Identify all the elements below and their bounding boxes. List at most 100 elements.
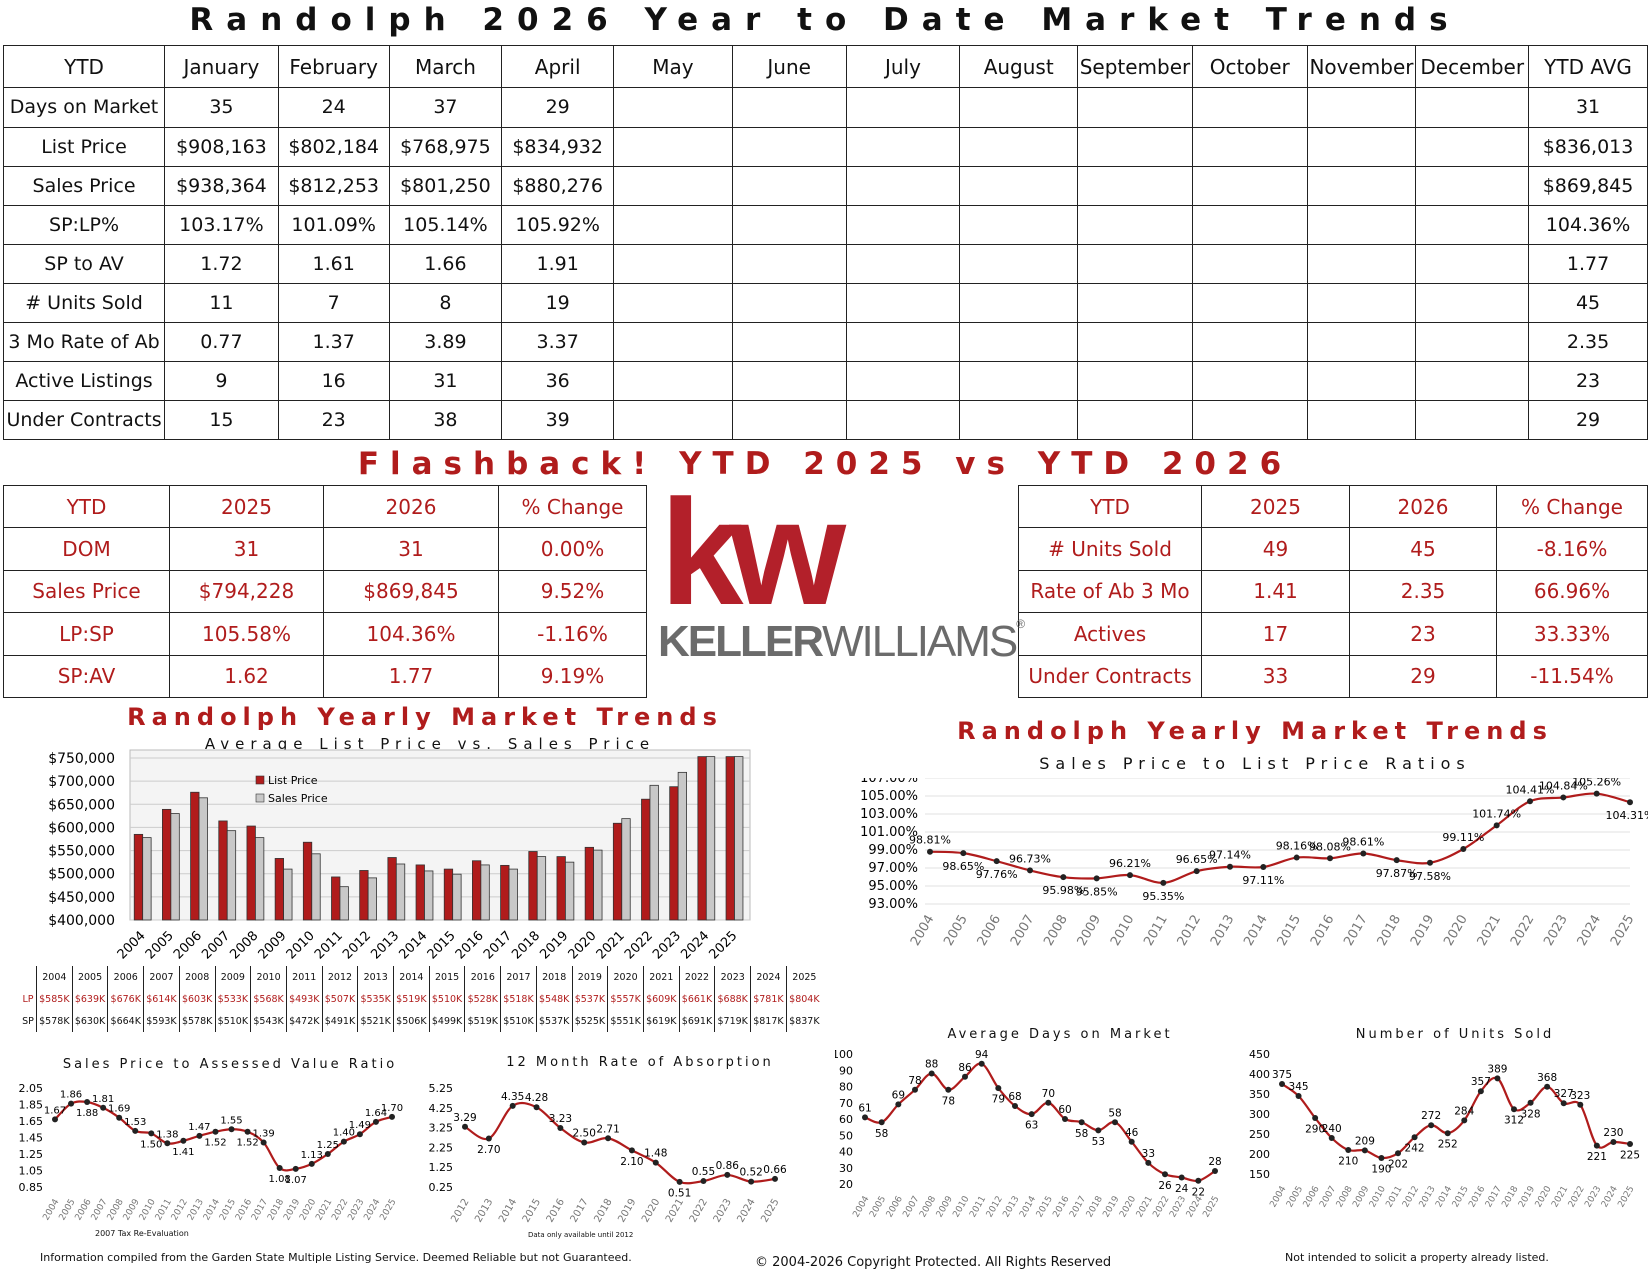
left-section-title: Randolph Yearly Market Trends [127, 703, 723, 731]
yt-sp-value: $578K [36, 1010, 73, 1032]
days-on-market-chart: 2030405060708090100612004582005692006782… [835, 1048, 1222, 1219]
x-tick-label: 2019 [616, 1197, 638, 1225]
ytd-cell [1077, 126, 1193, 167]
bar-list [387, 857, 397, 921]
x-tick-label: 2013 [1208, 913, 1238, 949]
cmp-row: SP:AV 1.62 1.77 9.19% [3, 654, 647, 699]
ytd-cell [959, 399, 1079, 441]
yt-lp-value: $603K [178, 988, 216, 1010]
y-tick-label: 300 [1249, 1108, 1270, 1121]
data-label: 98.61% [1342, 836, 1384, 849]
ytd-cell: 11 [164, 282, 279, 323]
ytd-cell [845, 243, 961, 284]
cmp-header-cell: YTD [3, 484, 170, 529]
data-point [1593, 790, 1600, 797]
data-label: 95.85% [1076, 885, 1118, 898]
data-point [995, 1085, 1002, 1092]
ytd-cell: 9 [164, 360, 279, 401]
data-point [1293, 854, 1300, 861]
y-tick-label: 1.45 [19, 1132, 44, 1145]
ytd-cell [613, 126, 733, 167]
x-tick-label: 2017 [481, 928, 515, 962]
ytd-cell: 7 [277, 282, 390, 323]
data-point [628, 1147, 635, 1154]
data-label: 1.52 [204, 1138, 226, 1149]
x-tick-label: 2014 [1241, 913, 1271, 949]
data-label: 4.35 [501, 1091, 524, 1103]
data-point [772, 1175, 778, 1182]
x-tick-label: 2015 [521, 1197, 543, 1225]
ytd-cell: 38 [388, 399, 503, 441]
ytd-cell [613, 243, 733, 284]
ytd-cell [1077, 282, 1193, 323]
ytd-cell [613, 204, 733, 245]
ytd-cell [959, 243, 1079, 284]
cmp-header-cell: YTD [1018, 484, 1202, 529]
absorption-chart-title: 12 Month Rate of Absorption [506, 1055, 774, 1070]
cmp-row-label: LP:SP [3, 612, 170, 656]
cmp-row-label: Rate of Ab 3 Mo [1018, 569, 1202, 614]
bar-sales [480, 864, 490, 921]
ytd-cell: 31 [1528, 87, 1648, 128]
x-tick-label: 2008 [1041, 913, 1071, 949]
data-label: 1.64 [365, 1108, 387, 1119]
data-point [1477, 1088, 1484, 1095]
bar-list [246, 825, 256, 921]
ytd-cell: $869,845 [1528, 165, 1648, 206]
data-point [1345, 1147, 1352, 1153]
ytd-row-label: SP to AV [2, 243, 166, 284]
data-point [676, 1178, 683, 1185]
y-tick-label: 105.00% [860, 789, 918, 804]
data-point [1279, 1081, 1285, 1087]
data-label: 0.55 [692, 1166, 715, 1178]
x-tick-label: 2007 [1008, 913, 1038, 949]
ytd-cell [1415, 282, 1530, 323]
yt-year: 2023 [714, 966, 751, 988]
data-label: 58 [1075, 1128, 1088, 1140]
ytd-header-cell: August [959, 44, 1079, 89]
ytd-cell [731, 243, 847, 284]
cmp-cell: 33 [1201, 654, 1350, 699]
ytd-cell [1191, 399, 1308, 441]
ytd-cell: $768,975 [388, 126, 503, 167]
kw-registered-mark: ® [1016, 617, 1025, 631]
ytd-cell [1306, 165, 1417, 206]
x-tick-label: 2025 [759, 1197, 781, 1225]
data-label: 368 [1537, 1072, 1557, 1084]
x-tick-label: 2006 [171, 928, 205, 962]
data-label: 2.50 [573, 1127, 596, 1139]
data-label: 98.81% [909, 834, 951, 847]
x-tick-label: 2017 [569, 1197, 591, 1225]
ytd-cell: 2.35 [1528, 321, 1648, 362]
data-label: 4.28 [525, 1092, 548, 1104]
ytd-cell [845, 87, 961, 128]
data-label: 97.87% [1376, 867, 1418, 880]
x-tick-label: 2006 [975, 913, 1005, 949]
yt-year: 2011 [285, 966, 323, 988]
x-tick-label: 2018 [509, 928, 543, 962]
data-label: 86 [958, 1062, 972, 1074]
data-point [148, 1130, 155, 1137]
cmp-row-label: # Units Sold [1018, 527, 1202, 571]
kw-wordmark-williams: WILLIAMS [822, 617, 1018, 666]
data-label: 0.51 [668, 1187, 691, 1199]
cmp-row-label: SP:AV [3, 654, 170, 699]
ytd-cell: 45 [1528, 282, 1648, 323]
ytd-row-label: 3 Mo Rate of Ab [2, 321, 166, 362]
yt-lp-value: $535K [357, 988, 394, 1010]
data-label: 209 [1355, 1135, 1375, 1147]
ytd-cell: 105.14% [388, 204, 503, 245]
bar-list [162, 808, 172, 921]
bar-sales [226, 830, 237, 921]
ytd-cell [1306, 399, 1417, 441]
data-label: 1.49 [349, 1120, 371, 1131]
ytd-cell: 23 [1528, 360, 1648, 401]
ytd-cell: 3.37 [501, 321, 615, 362]
cmp-header-row: YTD 2025 2026% Change [1018, 484, 1648, 529]
data-label: 221 [1587, 1151, 1607, 1163]
x-tick-label: 2016 [1308, 913, 1338, 949]
cmp-row: Rate of Ab 3 Mo 1.41 2.35 66.96% [1018, 569, 1648, 614]
data-point [68, 1100, 75, 1107]
data-label: 58 [875, 1128, 888, 1140]
ytd-cell [613, 321, 733, 362]
